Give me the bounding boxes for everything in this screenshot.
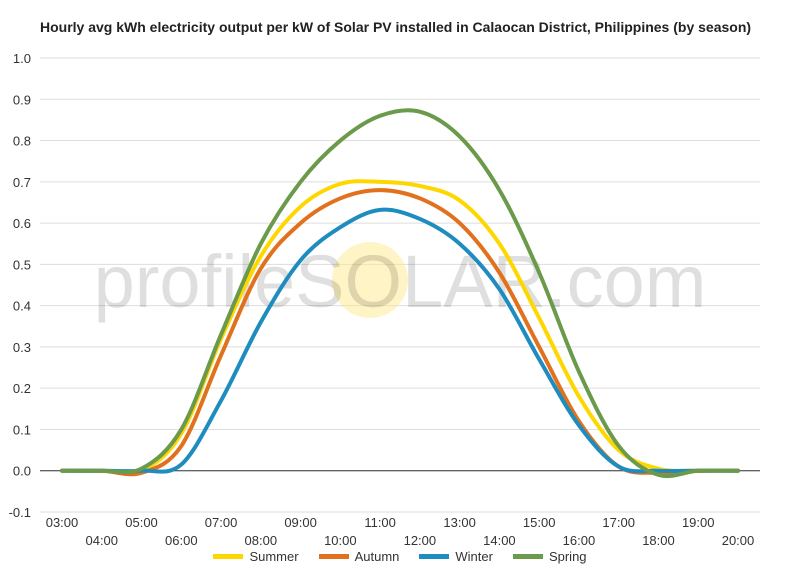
legend-item-autumn: Autumn (318, 549, 400, 564)
legend-item-spring: Spring (512, 549, 587, 564)
watermark-sun (332, 242, 408, 318)
x-tick-label: 13:00 (443, 515, 476, 530)
x-tick-label: 04:00 (85, 533, 118, 545)
legend-swatch (213, 554, 244, 559)
x-axis-ticks: 03:00 04:00 05:00 06:00 07:00 08:00 09:00 10:00… (46, 515, 755, 545)
y-tick-label: 0.2 (13, 381, 31, 396)
x-tick-label: 20:00 (722, 533, 755, 545)
y-axis-ticks: -0.1 0.0 0.1 0.2 0.3 0.4 0.5 0.6 0.7 0.8 0.9 1.0 (9, 51, 31, 520)
series-line-autumn (60, 188, 740, 477)
x-tick-label: 15:00 (523, 515, 556, 530)
x-tick-label: 18:00 (642, 533, 675, 545)
legend-item-summer: Summer (213, 549, 299, 564)
x-tick-label: 11:00 (364, 515, 396, 530)
legend-label: Autumn (354, 549, 400, 564)
watermark-text: profileSOLAR.com (94, 240, 707, 323)
y-tick-label: 0.6 (13, 216, 31, 231)
legend-label: Winter (455, 549, 493, 564)
legend-swatch (512, 554, 543, 559)
x-tick-label: 17:00 (602, 515, 635, 530)
x-tick-label: 05:00 (125, 515, 158, 530)
x-tick-label: 16:00 (563, 533, 596, 545)
legend-item-winter: Winter (419, 549, 493, 564)
legend-label: Spring (548, 549, 587, 564)
x-tick-label: 03:00 (46, 515, 79, 530)
x-tick-label: 12:00 (404, 533, 437, 545)
x-tick-label: 09:00 (284, 515, 317, 530)
legend-swatch (419, 554, 450, 559)
x-tick-label: 14:00 (483, 533, 516, 545)
x-tick-label: 10:00 (324, 533, 357, 545)
y-tick-label: 0.9 (13, 92, 31, 107)
x-tick-label: 19:00 (682, 515, 715, 530)
y-tick-label: 0.8 (13, 134, 31, 149)
legend-label: Summer (249, 549, 299, 564)
y-tick-label: 0.1 (13, 422, 31, 437)
series-line-spring (60, 108, 740, 479)
y-tick-label: 0.0 (13, 464, 31, 479)
y-tick-label: -0.1 (9, 505, 31, 520)
y-tick-label: 0.4 (13, 299, 31, 314)
x-tick-label: 06:00 (165, 533, 198, 545)
chart-plot-area: profileSOLAR.com -0.1 0.0 0.1 0.2 0.3 0.4 0.5 0… (9, 51, 760, 545)
legend-swatch (318, 554, 349, 559)
x-tick-label: 07:00 (205, 515, 238, 530)
legend: Summer Autumn Winter Spring (0, 549, 800, 564)
y-tick-label: 0.5 (13, 257, 31, 272)
y-tick-label: 1.0 (13, 51, 31, 66)
chart-title: Hourly avg kWh electricity output per kW… (40, 19, 752, 35)
x-tick-label: 08:00 (245, 533, 278, 545)
y-tick-label: 0.3 (13, 340, 31, 355)
watermark-layer: profileSOLAR.com (94, 240, 707, 323)
series-line-winter (60, 207, 740, 474)
series-line-summer (60, 179, 740, 476)
y-tick-label: 0.7 (13, 175, 31, 190)
series-layer (60, 108, 740, 479)
